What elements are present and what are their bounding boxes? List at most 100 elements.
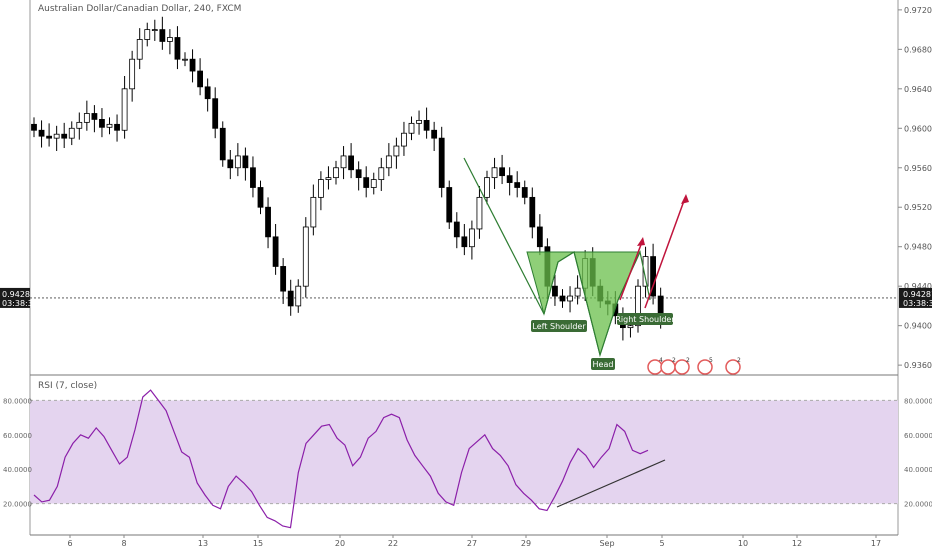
candle — [159, 16, 166, 50]
candle-body — [355, 169, 362, 179]
projection-arrow-long — [644, 197, 686, 309]
candle — [302, 217, 309, 298]
candle — [378, 157, 385, 191]
candle-body — [635, 285, 641, 327]
candle — [38, 120, 45, 148]
candle — [499, 154, 506, 185]
candle-body — [461, 236, 468, 248]
candle — [114, 114, 120, 142]
candle-body — [657, 295, 664, 317]
left-price-box — [0, 287, 30, 308]
candle-body — [272, 236, 279, 267]
candle — [521, 180, 528, 205]
candle — [446, 180, 453, 229]
candle-body — [295, 285, 302, 307]
candle — [476, 186, 483, 239]
time-tick-label: 20 — [335, 539, 345, 548]
candle — [295, 279, 302, 313]
candle — [250, 156, 256, 198]
candle — [144, 22, 151, 47]
candle-body — [250, 167, 256, 188]
time-tick-label: 10 — [738, 539, 748, 548]
candle — [129, 50, 136, 102]
candles — [31, 16, 664, 341]
candle-body — [38, 129, 45, 137]
rsi-tick-right: 60.0000 — [904, 432, 932, 440]
candle-body — [31, 123, 37, 131]
time-tick-label: 29 — [521, 539, 531, 548]
candle — [287, 279, 294, 316]
candle-body — [197, 70, 204, 88]
event-badge-count: 2 — [737, 357, 741, 364]
rsi-title: RSI (7, close) — [38, 381, 98, 391]
candle — [204, 78, 211, 112]
candle — [355, 161, 362, 191]
left-price-label: 0.94281 — [2, 290, 35, 299]
candle-body — [227, 159, 234, 169]
candle-body — [129, 58, 136, 90]
rsi-tick-left: 80.0000 — [3, 397, 32, 405]
candle-body — [536, 226, 543, 248]
candle — [121, 75, 128, 139]
candle-body — [76, 121, 83, 129]
time-tick-label: 5 — [659, 539, 664, 548]
candle-body — [401, 132, 407, 147]
candle — [106, 117, 113, 135]
candle — [280, 258, 287, 304]
candle-body — [114, 123, 120, 131]
candle-body — [393, 145, 400, 157]
candle-body — [574, 287, 581, 297]
candle — [325, 166, 332, 190]
candle — [408, 116, 415, 141]
candle — [310, 184, 317, 236]
candle-body — [408, 122, 415, 134]
event-badge — [674, 359, 690, 375]
candle-body — [91, 113, 98, 120]
head-label: Head — [593, 360, 614, 369]
right-shoulder-label: Right Shoulder — [615, 315, 675, 324]
candle — [484, 170, 490, 205]
candle-body — [302, 226, 309, 287]
label-layer: Left Shoulder Head Right Shoulder 4 2 2 5 2 — [531, 313, 741, 375]
candle-body — [242, 155, 249, 169]
candle — [189, 49, 196, 83]
candle-body — [234, 155, 241, 169]
candle-body — [529, 196, 536, 228]
candle-body — [257, 187, 264, 208]
candle — [333, 160, 339, 185]
candle — [61, 122, 68, 149]
candle-body — [370, 179, 377, 188]
candle-body — [363, 177, 370, 188]
time-tick-label: 13 — [198, 539, 208, 548]
candle-body — [491, 167, 498, 179]
candle — [272, 224, 279, 275]
rsi-tick-right: 20.0000 — [904, 501, 932, 509]
candle-body — [53, 133, 60, 139]
time-tick-label: 22 — [388, 539, 398, 548]
candle — [491, 157, 498, 189]
candle — [567, 286, 573, 313]
candle-body — [325, 177, 332, 181]
candle — [416, 110, 422, 135]
candle-body — [378, 167, 385, 181]
rsi-tick-right: 80.0000 — [904, 397, 932, 405]
candle-body — [189, 58, 196, 72]
candle — [461, 224, 468, 256]
projection-arrowhead-long — [681, 194, 689, 204]
candle — [574, 275, 581, 305]
candle — [348, 143, 355, 179]
candle-body — [151, 29, 158, 32]
candle — [423, 107, 430, 139]
candle-body — [446, 187, 453, 223]
candle-body — [166, 37, 173, 42]
left-countdown-label: 03:38:30 — [2, 299, 38, 308]
candle-body — [83, 113, 90, 123]
